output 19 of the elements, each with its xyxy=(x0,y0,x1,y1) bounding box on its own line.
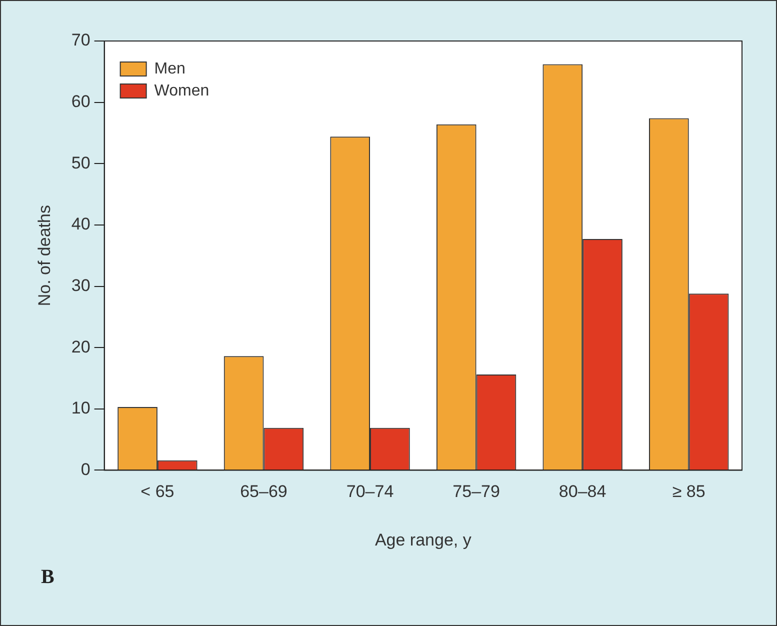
y-tick-label: 30 xyxy=(71,276,90,295)
legend-label: Women xyxy=(154,82,210,100)
y-axis-title: No. of deaths xyxy=(34,205,54,306)
legend-label: Men xyxy=(154,60,186,78)
x-tick-label: 65–69 xyxy=(240,482,288,502)
y-tick-label: 10 xyxy=(71,398,90,418)
text: B xyxy=(41,566,54,589)
y-tick-label: 40 xyxy=(71,214,90,234)
y-tick-label: 0 xyxy=(80,460,90,479)
x-tick-label: < 65 xyxy=(140,482,174,502)
y-tick-label: 70 xyxy=(71,30,90,50)
x-tick-label: 75–79 xyxy=(452,482,500,502)
x-axis-title: Age range, y xyxy=(374,530,472,550)
x-tick-label: ≥ 85 xyxy=(672,482,706,502)
y-tick-label: 50 xyxy=(71,153,90,172)
y-tick-label: 60 xyxy=(71,92,90,111)
x-tick-label: 80–84 xyxy=(558,482,606,502)
y-tick-label: 20 xyxy=(71,337,90,356)
x-tick-label: 70–74 xyxy=(346,482,394,502)
